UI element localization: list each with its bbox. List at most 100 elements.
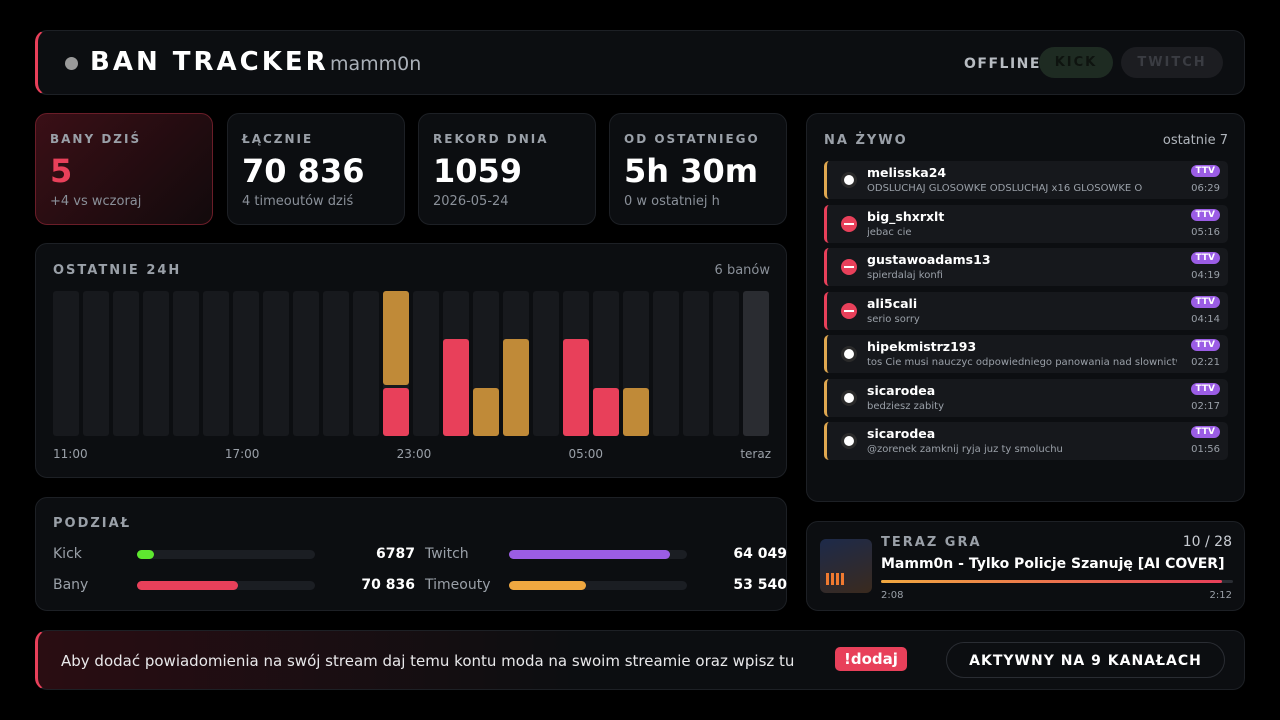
hour-column (383, 291, 409, 436)
split-bar (137, 550, 155, 559)
platform-badge: TTV (1190, 339, 1220, 351)
split-value: 6787 (376, 546, 415, 562)
event-time: 01:56 (1191, 444, 1220, 455)
header: BAN TRACKER mamm0n OFFLINE KICK TWITCH (35, 30, 1245, 95)
split-value: 53 540 (733, 577, 787, 593)
platform-badge: TTV (1190, 426, 1220, 438)
ban-event: gustawoadams13 spierdalaj konfi TTV 04:19 (824, 248, 1228, 286)
hour-column (353, 291, 379, 436)
hour-column (563, 291, 589, 436)
equalizer (831, 573, 834, 585)
hour-column (293, 291, 319, 436)
hour-column (533, 291, 559, 436)
stat-value: 1059 (433, 152, 523, 190)
x-tick-label: teraz (740, 447, 771, 461)
hour-column (143, 291, 169, 436)
stat-note: 2026-05-24 (433, 194, 509, 209)
hour-column (653, 291, 679, 436)
bar-segment (623, 387, 649, 436)
message: ODSLUCHAJ GLOSOWKE ODSLUCHAJ x16 GLOSOWK… (867, 183, 1143, 194)
event-time: 06:29 (1191, 183, 1220, 194)
split-track (137, 581, 315, 590)
hour-column (743, 291, 769, 436)
stat-note: 4 timeoutów dziś (242, 194, 354, 209)
footer: Aby dodać powiadomienia na swój stream d… (35, 630, 1245, 690)
timeout-icon (841, 389, 857, 406)
event-time: 04:14 (1191, 313, 1220, 325)
timeout-icon (841, 172, 857, 188)
hour-column (413, 291, 439, 436)
hour-column (503, 291, 529, 436)
ban-icon-bar (844, 309, 854, 312)
hour-column (323, 291, 349, 436)
hour-column (233, 291, 259, 436)
panel-summary: ostatnie 7 (1162, 133, 1228, 148)
timeout-icon (841, 433, 857, 449)
hour-column (53, 291, 79, 436)
hour-column (83, 291, 109, 436)
stat-label: REKORD DNIA (433, 132, 549, 146)
command-badge: !dodaj (835, 647, 907, 671)
activity-panel: OSTATNIE 24H 6 banów 11:00 17:00 23:00 05:0… (35, 243, 787, 478)
cover-art (820, 539, 872, 593)
platform-badge: TTV (1190, 295, 1220, 308)
username: ali5cali (867, 295, 918, 311)
duration: 2:12 (1209, 590, 1232, 601)
split-bar (137, 581, 239, 590)
stat-card: ŁĄCZNIE 70 836 4 timeoutów dziś (227, 113, 405, 225)
stat-label: BANY DZIŚ (50, 132, 142, 146)
hour-column (683, 291, 709, 436)
hour-column (623, 291, 649, 436)
message: serio sorry (867, 313, 920, 325)
twitch-button[interactable]: TWITCH (1121, 47, 1223, 78)
hour-column (443, 291, 469, 436)
active-status: AKTYWNY NA 9 KANAŁACH (946, 642, 1225, 678)
username: gustawoadams13 (867, 252, 991, 267)
track-position: 10 / 28 (1182, 534, 1232, 550)
timeout-event: hipekmistrz193 tos Cie musi nauczyc odpow… (824, 335, 1228, 373)
username: sicarodea (867, 426, 936, 441)
stat-label: OD OSTATNIEGO (624, 132, 760, 146)
panel-summary: 6 banów (714, 263, 770, 278)
message: @zorenek zamknij ryja juz ty smoluchu (867, 444, 1063, 455)
hour-column (263, 291, 289, 436)
bar-segment (563, 339, 589, 436)
stat-note: 0 w ostatniej h (624, 194, 720, 209)
progress-fill (881, 580, 1223, 583)
ban-icon (841, 259, 857, 275)
hour-column (593, 291, 619, 436)
x-tick-label: 05:00 (568, 447, 604, 461)
split-bar (509, 550, 670, 559)
equalizer (826, 573, 829, 585)
channel: mamm0n (330, 53, 422, 75)
hour-column (173, 291, 199, 436)
kick-button[interactable]: KICK (1039, 47, 1113, 78)
live-panel: NA ŻYWO ostatnie 7 melisska24 ODSLUCHAJ G… (806, 113, 1245, 502)
timeout-event: sicarodea @zorenek zamknij ryja juz ty sm… (824, 422, 1228, 460)
progress-track (881, 580, 1233, 583)
stat-value: 5h 30m (624, 152, 759, 190)
event-time: 05:16 (1191, 226, 1220, 238)
bar-segment (503, 339, 529, 436)
username: sicarodea (867, 382, 936, 398)
timeout-event: sicarodea bedziesz zabity TTV 02:17 (824, 378, 1228, 417)
equalizer (836, 573, 839, 585)
split-track (509, 550, 687, 559)
stat-value: 70 836 (242, 152, 365, 190)
stat-label: ŁĄCZNIE (242, 132, 314, 146)
x-tick-label: 23:00 (396, 447, 432, 461)
hour-column (203, 291, 229, 436)
split-track (509, 581, 687, 590)
event-time: 02:17 (1191, 400, 1220, 412)
event-time: 04:19 (1191, 270, 1220, 281)
message: spierdalaj konfi (867, 270, 943, 281)
x-tick-label: 11:00 (53, 447, 88, 461)
panel-title: OSTATNIE 24H (53, 263, 182, 278)
platform-badge: TTV (1190, 208, 1220, 221)
title: BAN TRACKER (90, 47, 329, 77)
split-track (137, 550, 315, 559)
panel-title: NA ŻYWO (824, 133, 908, 148)
x-tick-label: 17:00 (224, 447, 260, 461)
status-dot (65, 57, 78, 70)
stat-card: BANY DZIŚ 5 +4 vs wczoraj (35, 113, 213, 225)
